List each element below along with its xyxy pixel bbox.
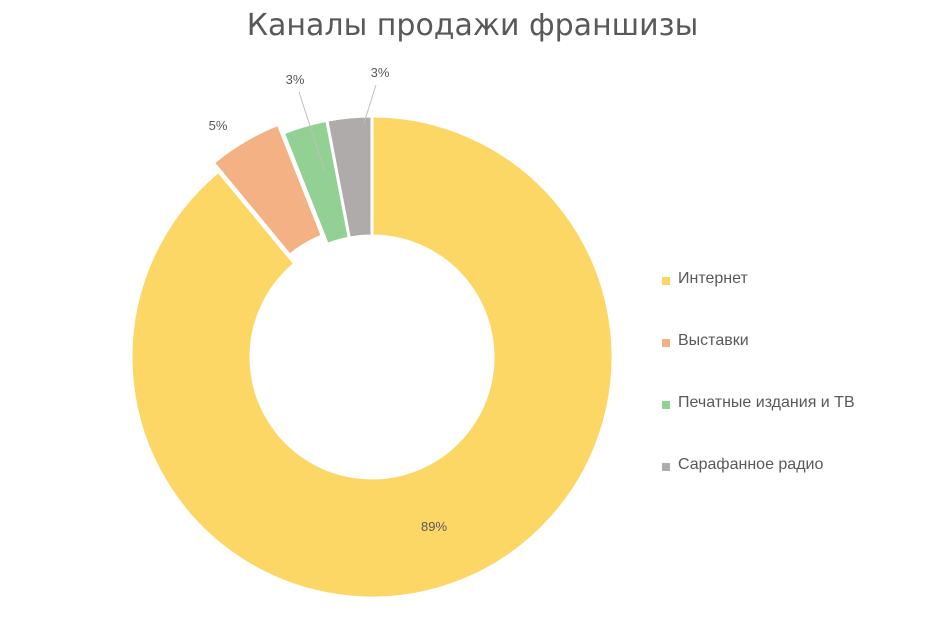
data-label-3: 3% — [371, 65, 390, 80]
leader-line-2 — [298, 91, 326, 173]
chart-legend: Интернет Выставки Печатные издания и ТВ … — [662, 270, 942, 518]
leader-line-3 — [363, 84, 377, 124]
legend-label-2: Печатные издания и ТВ — [678, 394, 855, 411]
slice-3 — [325, 114, 374, 240]
legend-item-3: Сарафанное радио — [662, 456, 942, 518]
chart-title: Каналы продажи франшизы — [246, 8, 699, 43]
legend-label-1: Выставки — [678, 332, 749, 349]
legend-swatch-2 — [662, 401, 670, 409]
legend-item-2: Печатные издания и ТВ — [662, 394, 942, 456]
data-label-2: 3% — [286, 72, 305, 87]
legend-item-0: Интернет — [662, 270, 942, 332]
legend-label-0: Интернет — [678, 270, 748, 287]
legend-label-3: Сарафанное радио — [678, 456, 824, 473]
legend-swatch-3 — [662, 463, 670, 471]
slice-1 — [211, 122, 325, 258]
legend-swatch-1 — [662, 339, 670, 347]
slice-0 — [129, 114, 615, 600]
data-label-0: 89% — [421, 519, 447, 534]
data-label-1: 5% — [209, 118, 228, 133]
legend-swatch-0 — [662, 277, 670, 285]
legend-item-1: Выставки — [662, 332, 942, 394]
